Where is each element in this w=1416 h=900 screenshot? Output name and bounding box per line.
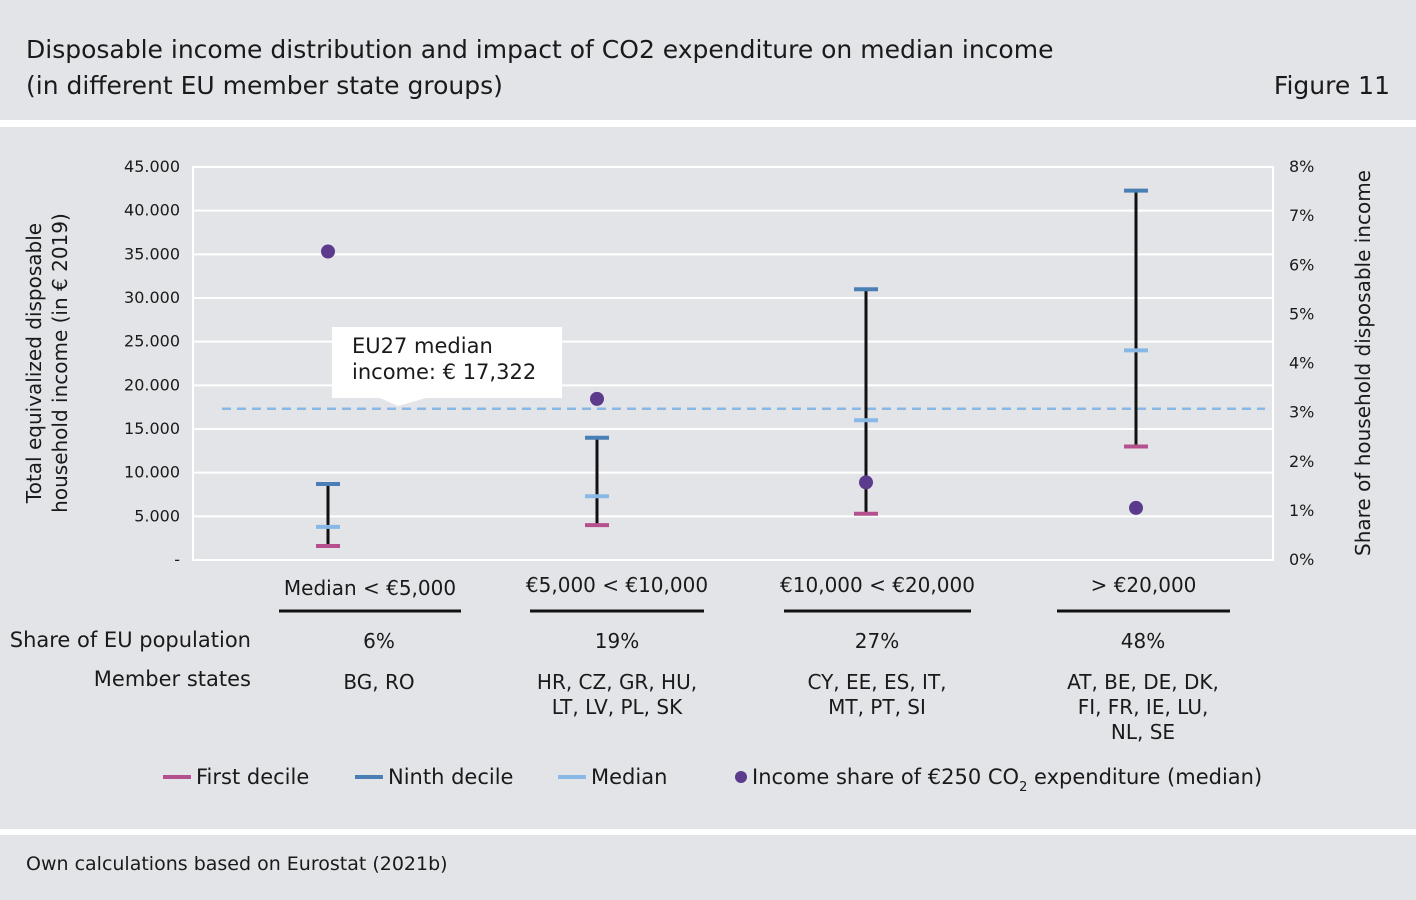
member-states-line: MT, PT, SI	[828, 695, 926, 719]
y-right-tick-label: 1%	[1289, 501, 1314, 520]
y-left-tick-label: -	[174, 550, 180, 569]
footer: Own calculations based on Eurostat (2021…	[0, 835, 1416, 900]
category-label: €10,000 < €20,000	[780, 573, 975, 597]
population-share-value: 6%	[363, 629, 395, 653]
member-states-line: LT, LV, PL, SK	[552, 695, 683, 719]
y-left-tick-label: 25.000	[124, 332, 180, 351]
population-share-value: 27%	[855, 629, 899, 653]
annotation-callout	[332, 327, 562, 406]
annotation-line-2: income: € 17,322	[352, 360, 536, 384]
member-states-line: FI, FR, IE, LU,	[1078, 695, 1209, 719]
y-right-tick-label: 0%	[1289, 550, 1314, 569]
y-right-label: Share of household disposable income	[1351, 170, 1375, 556]
y-left-tick-label: 10.000	[124, 463, 180, 482]
y-right-tick-label: 3%	[1289, 403, 1314, 422]
member-states-line: CY, EE, ES, IT,	[807, 670, 946, 694]
y-right-tick-label: 8%	[1289, 157, 1314, 176]
title-line-2: (in different EU member state groups)	[26, 71, 503, 100]
member-states-line: AT, BE, DE, DK,	[1067, 670, 1219, 694]
header: Disposable income distribution and impac…	[0, 0, 1416, 120]
y-left-label-line-2: household income (in € 2019)	[48, 213, 72, 513]
income-share-point	[590, 391, 604, 406]
y-right-tick-label: 4%	[1289, 354, 1314, 373]
population-share-value: 48%	[1121, 629, 1165, 653]
legend-income-share-swatch	[735, 771, 747, 783]
population-share-value: 19%	[595, 629, 639, 653]
chart-title: Disposable income distribution and impac…	[26, 32, 1053, 104]
category-label: > €20,000	[1091, 573, 1197, 597]
row-label-population: Share of EU population	[10, 628, 251, 652]
y-right-tick-label: 5%	[1289, 304, 1314, 323]
member-states-line: NL, SE	[1111, 720, 1175, 744]
category-label: €5,000 < €10,000	[526, 573, 708, 597]
y-left-tick-label: 35.000	[124, 244, 180, 263]
figure-label: Figure 11	[1273, 71, 1390, 100]
income-share-point	[321, 244, 335, 259]
y-left-label-line-1: Total equivalized disposable	[22, 223, 46, 504]
legend-ninth-decile-label: Ninth decile	[388, 765, 513, 789]
title-line-1: Disposable income distribution and impac…	[26, 35, 1054, 64]
legend-income-share-label: Income share of €250 CO2 expenditure (me…	[752, 765, 1262, 795]
y-left-tick-label: 30.000	[124, 288, 180, 307]
source-note: Own calculations based on Eurostat (2021…	[26, 853, 448, 875]
chart-panel: - 5.000 10.000 15.000 20.000 25.000 30.000 35.0…	[0, 127, 1416, 829]
legend-first-decile-label: First decile	[196, 765, 309, 789]
y-left-tick-label: 5.000	[134, 506, 180, 525]
y-right-tick-label: 6%	[1289, 255, 1314, 274]
income-share-point	[859, 475, 873, 490]
y-right-tick-label: 2%	[1289, 452, 1314, 471]
y-left-tick-label: 15.000	[124, 419, 180, 438]
category-label: Median < €5,000	[284, 576, 456, 600]
chart: - 5.000 10.000 15.000 20.000 25.000 30.000 35.0…	[10, 157, 1375, 795]
member-states-line: BG, RO	[343, 670, 414, 694]
member-states-line: HR, CZ, GR, HU,	[537, 670, 697, 694]
row-label-member-states: Member states	[94, 667, 251, 691]
income-share-point	[1129, 500, 1143, 515]
y-left-tick-label: 45.000	[124, 157, 180, 176]
y-right-tick-label: 7%	[1289, 206, 1314, 225]
legend-median-label: Median	[591, 765, 667, 789]
y-left-tick-label: 20.000	[124, 375, 180, 394]
annotation-line-1: EU27 median	[352, 334, 493, 358]
y-left-tick-label: 40.000	[124, 201, 180, 220]
